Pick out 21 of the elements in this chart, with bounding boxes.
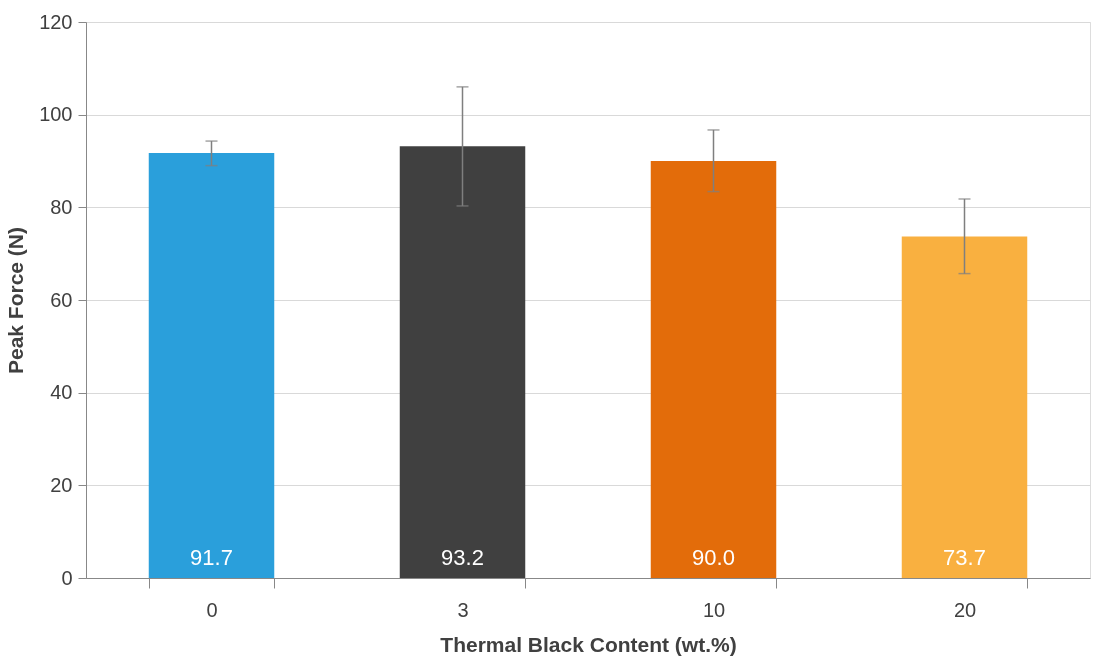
y-axis-title: Peak Force (N) [4,226,28,375]
y-tick-label: 40 [50,381,73,404]
y-tick-label: 0 [61,566,73,589]
data-label: 91.7 [190,545,233,570]
bar [148,153,275,578]
y-tick-label: 120 [39,10,73,33]
data-label: 93.2 [441,545,484,570]
x-tick-label: 3 [457,598,469,621]
y-tick-label: 80 [50,195,73,218]
x-tick-label: 20 [953,598,977,621]
data-label: 73.7 [943,545,986,570]
data-label: 90.0 [692,545,735,570]
x-tick-label: 10 [702,598,726,621]
bar [901,236,1028,578]
y-tick-label: 100 [39,103,73,126]
bar [399,146,526,578]
x-axis-title: Thermal Black Content (wt.%) [440,632,737,656]
x-tick-label: 0 [206,598,218,621]
y-tick-label: 60 [50,288,73,311]
y-tick-label: 20 [50,473,73,496]
bar [650,161,777,578]
